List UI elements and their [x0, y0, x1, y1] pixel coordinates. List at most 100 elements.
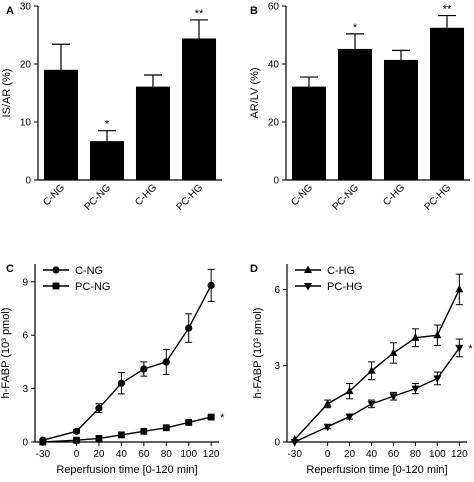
panel-c-x-tick-label: 80: [161, 449, 173, 460]
panel-a-y-axis-label: IS/AR (%): [1, 69, 13, 118]
panel-b-y-tick-label: 0: [273, 176, 279, 187]
panel-c-x-tick-label: 0: [74, 449, 80, 460]
panel-b-bar: [383, 59, 419, 180]
panel-b-y-axis-label: AR/LV (%): [249, 67, 261, 118]
panel-d-legend-label: C-HG: [327, 265, 355, 277]
panel-b-y-tick-label: 20: [268, 118, 280, 129]
panel-d-c-hg-point: [323, 399, 332, 407]
panel-d-series-line: [294, 289, 460, 440]
panel-d-c-hg-point: [411, 333, 420, 341]
panel-d-pc-hg-point: [389, 393, 398, 401]
panel-c-pc-ng-point: [39, 438, 47, 446]
panel-b-significance-mark: *: [353, 22, 358, 34]
panel-b-x-tick-label: C-NG: [289, 182, 315, 208]
panel-d-c-hg-point: [455, 284, 464, 293]
panel-c-pc-ng-point: [185, 419, 193, 426]
panel-c-legend-point: [52, 282, 60, 290]
panel-b-x-tick-label: PC-HG: [423, 182, 454, 213]
panel-b-y-tick-label: 40: [268, 60, 280, 71]
panel-c-pc-ng-point: [95, 435, 103, 442]
panel-c-series-line: [42, 285, 212, 441]
panel-c-pc-ng-point: [140, 427, 148, 435]
panel-a-y-tick-label: 20: [20, 60, 32, 71]
panel-c-x-tick-label: 120: [203, 449, 220, 460]
panel-d-y-axis-label: h-FABP (10³ pmol): [252, 308, 264, 399]
panel-c-c-ng-point: [185, 324, 193, 332]
panel-letter-a: A: [6, 5, 14, 17]
panel-d: D 0 3 6 -30 0 20 40 60 80 100 120 Reperfusion time …: [250, 263, 473, 476]
panel-b: B 0 20 40 60 AR/LV (%) C-NG * PC-NG C-HG ** PC-HG: [249, 2, 470, 213]
panel-a-x-tick-label: C-NG: [41, 182, 67, 208]
panel-d-legend-point: [304, 283, 312, 291]
panel-a-y-tick-label: 30: [20, 2, 32, 13]
panel-a-x-tick-label: PC-HG: [175, 182, 206, 213]
panel-d-x-tick-label: 0: [325, 449, 331, 460]
panel-d-x-tick-label: 20: [344, 449, 356, 460]
panel-c-legend-label: PC-NG: [75, 281, 110, 293]
panel-letter-b: B: [250, 5, 258, 17]
panel-d-c-hg-point: [433, 330, 442, 339]
panel-d-c-hg-point: [389, 348, 398, 356]
panel-d-x-tick-label: -30: [287, 449, 302, 460]
panel-d-c-hg-point: [367, 366, 376, 374]
panel-a-bar: [43, 69, 79, 180]
panel-c-pc-ng-point: [73, 436, 80, 444]
panel-letter-c: C: [6, 263, 14, 275]
panel-c-c-ng-point: [162, 358, 170, 366]
panel-c-pc-ng-point: [207, 413, 215, 421]
panel-a-bar: [135, 86, 171, 180]
panel-c-x-tick-label: 20: [93, 449, 105, 460]
panel-c-y-tick-label: 9: [22, 277, 28, 288]
panel-a-bar: [181, 38, 217, 181]
panel-b-x-tick-label: PC-NG: [331, 182, 362, 213]
panel-d-x-tick-label: 40: [366, 449, 378, 460]
panel-c-c-ng-point: [207, 281, 215, 289]
panel-c-c-ng-point: [72, 427, 81, 435]
panel-b-bar: [291, 86, 327, 180]
panel-b-significance-mark: **: [443, 4, 452, 16]
panel-c-y-tick-label: 0: [22, 438, 28, 449]
panel-c-y-axis-label: h-FABP (10³ pmol): [0, 308, 12, 399]
panel-c-legend-label: C-NG: [75, 265, 103, 277]
panel-d-significance-mark: *: [468, 343, 473, 355]
panel-d-x-tick-label: 80: [410, 449, 422, 460]
panel-d-pc-hg-point: [455, 344, 464, 353]
panel-d-y-tick-label: 3: [274, 361, 280, 372]
panel-a-bar: [89, 141, 125, 180]
panel-b-y-tick-label: 60: [268, 2, 280, 13]
panel-c-x-tick-label: 100: [180, 449, 197, 460]
panel-c-c-ng-point: [95, 404, 103, 412]
panel-c-series-line: [42, 416, 212, 443]
panel-c-x-axis-label: Reperfusion time [0-120 min]: [56, 464, 197, 476]
panel-d-pc-hg-point: [367, 400, 376, 409]
panel-a-x-tick-label: PC-NG: [83, 182, 114, 213]
panel-d-pc-hg-point: [323, 423, 332, 432]
panel-a-significance-mark: **: [195, 8, 204, 20]
panel-b-x-tick-label: C-HG: [381, 182, 407, 208]
panel-d-legend-label: PC-HG: [327, 281, 362, 293]
panel-c-x-tick-label: 60: [138, 449, 150, 460]
panel-d-c-hg-point: [345, 386, 354, 395]
panel-a-y-tick-label: 0: [25, 176, 31, 187]
panel-letter-d: D: [250, 263, 258, 275]
panel-d-y-tick-label: 0: [274, 438, 280, 449]
panel-c-pc-ng-point: [162, 424, 170, 432]
panel-d-x-tick-label: 60: [388, 449, 400, 460]
panel-d-pc-hg-point: [411, 385, 420, 394]
panel-c-y-tick-label: 3: [22, 384, 28, 395]
panel-c-x-tick-label: 40: [116, 449, 128, 460]
panel-d-x-tick-label: 120: [451, 449, 468, 460]
panel-d-x-tick-label: 100: [429, 449, 446, 460]
panel-c-legend-point: [52, 266, 60, 274]
panel-c-c-ng-point: [117, 379, 125, 387]
panel-a-y-tick-label: 10: [20, 118, 32, 129]
panel-b-bar: [337, 48, 373, 180]
panel-d-x-axis-label: Reperfusion time [0-120 min]: [306, 464, 447, 476]
panel-b-bar: [429, 27, 465, 180]
panel-d-pc-hg-point: [290, 439, 299, 447]
panel-a-x-tick-label: C-HG: [133, 182, 159, 208]
panel-c-significance-mark: *: [220, 412, 225, 424]
panel-c-y-tick-label: 6: [22, 331, 28, 342]
panel-c-x-tick-label: -30: [36, 449, 51, 460]
panel-d-pc-hg-point: [345, 413, 354, 422]
